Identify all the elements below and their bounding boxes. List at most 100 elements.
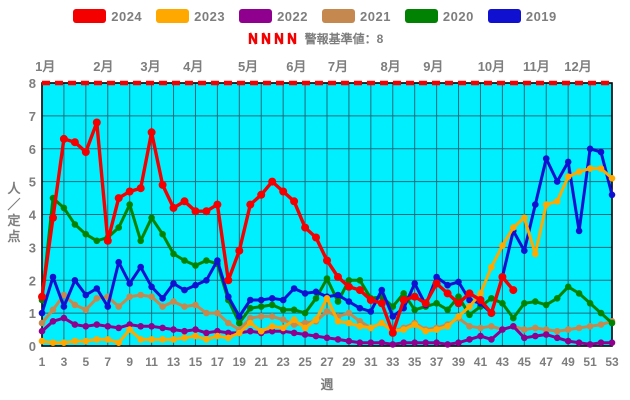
series-2021-point — [192, 301, 199, 309]
legend-item-2024: 2024 — [73, 9, 142, 24]
series-2024-point — [147, 128, 156, 137]
series-2019-point — [214, 257, 221, 264]
series-2021-point — [290, 321, 298, 328]
week-tick-label: 19 — [233, 355, 247, 369]
series-2023-point — [378, 319, 386, 327]
series-2023-point — [455, 313, 462, 320]
series-2019-point — [268, 295, 276, 302]
series-2021-point — [60, 291, 68, 299]
series-2024-point — [355, 286, 364, 295]
series-2020-point — [356, 277, 364, 284]
series-2024-point — [49, 213, 57, 222]
series-2023-point — [192, 332, 199, 340]
series-2019-point — [82, 291, 90, 299]
series-2019-point — [466, 296, 473, 304]
series-2023-point — [60, 339, 68, 347]
series-2019-point — [301, 290, 309, 297]
series-2024-point — [312, 233, 320, 242]
month-label: 5月 — [238, 59, 258, 74]
series-2020-point — [466, 311, 473, 319]
series-2023-point — [312, 316, 320, 324]
series-2023-point — [367, 324, 375, 332]
series-2023-point — [71, 337, 79, 345]
week-tick-label: 25 — [298, 355, 312, 369]
series-2019-point — [192, 281, 199, 289]
month-label: 3月 — [140, 59, 160, 74]
series-2020-point — [115, 224, 122, 231]
series-2019-point — [334, 291, 342, 299]
week-tick-label: 33 — [386, 355, 400, 369]
series-2019-point — [247, 296, 254, 304]
series-2022-point — [510, 323, 517, 330]
series-2023-point — [564, 173, 572, 180]
series-2024-point — [410, 292, 419, 301]
series-2022-point — [203, 329, 210, 337]
series-2021-point — [521, 326, 528, 333]
y-axis-tick-label: 4 — [29, 208, 37, 223]
series-2022-point — [389, 341, 397, 348]
week-tick-label: 9 — [126, 355, 133, 369]
series-2021-point — [247, 314, 254, 322]
series-2020-point — [608, 319, 616, 327]
series-2024-point — [301, 223, 310, 232]
series-2019-point — [564, 158, 572, 166]
series-2024-point — [114, 194, 123, 203]
series-2022-point — [268, 327, 276, 335]
series-2023-point — [38, 337, 46, 345]
series-2023-point — [444, 323, 451, 330]
series-2020-point — [192, 262, 199, 269]
series-2020-point — [542, 301, 550, 309]
series-2021-point — [49, 306, 57, 314]
legend-year-label: 2023 — [194, 8, 226, 24]
series-2021-point — [488, 323, 495, 330]
series-2021-point — [553, 327, 561, 335]
week-tick-label: 51 — [583, 355, 597, 369]
series-2023-point — [170, 336, 177, 343]
series-2023-point — [301, 324, 309, 332]
series-2023-point — [597, 165, 605, 172]
series-2019-point — [126, 280, 133, 287]
plot-frame — [41, 82, 613, 347]
series-2020-point — [597, 309, 605, 317]
series-2024-point — [509, 286, 518, 295]
series-2024-point — [487, 309, 496, 318]
series-2023-point — [93, 336, 101, 343]
week-tick-label: 29 — [342, 355, 356, 369]
series-2024-point — [125, 187, 134, 196]
week-tick-label: 49 — [561, 355, 575, 369]
series-2021-point — [356, 318, 364, 325]
week-tick-label: 21 — [255, 355, 269, 369]
series-2021-point — [159, 303, 166, 310]
series-2021-point — [268, 313, 276, 320]
series-2023-point — [521, 214, 528, 222]
series-2021-point — [170, 298, 177, 305]
series-2021-point — [279, 316, 287, 324]
series-2022-point — [60, 314, 68, 322]
series-2024-point — [257, 190, 266, 199]
series-2021-point — [203, 309, 210, 317]
series-2023-point — [499, 242, 506, 249]
series-2023-point — [104, 336, 112, 343]
series-2021-point — [137, 291, 144, 299]
series-2023-point — [542, 201, 550, 208]
series-2020-point — [389, 303, 397, 310]
week-tick-label: 11 — [145, 355, 158, 369]
series-2020-point — [203, 257, 210, 264]
series-2022-point — [477, 332, 484, 340]
series-2019-point — [575, 227, 583, 235]
month-label: 7月 — [328, 59, 348, 74]
series-2020-point — [586, 300, 594, 307]
series-2024-point — [399, 296, 408, 304]
series-2023-point — [586, 165, 594, 172]
series-2021-point — [126, 293, 133, 301]
y-axis-title-char: 定 — [6, 213, 20, 228]
series-2020-point — [553, 295, 561, 302]
week-tick-label: 45 — [518, 355, 532, 369]
y-axis-tick-label: 6 — [29, 142, 36, 157]
month-label: 10月 — [478, 59, 505, 74]
legend-swatch-2022 — [239, 9, 273, 23]
series-2020-point — [444, 306, 451, 314]
series-2022-point — [247, 327, 254, 335]
series-2022-point — [521, 334, 528, 342]
